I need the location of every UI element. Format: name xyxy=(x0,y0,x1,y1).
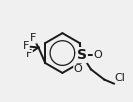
Text: F: F xyxy=(23,41,29,51)
Text: Cl: Cl xyxy=(114,73,125,83)
Text: O: O xyxy=(74,64,83,74)
Text: S: S xyxy=(77,48,87,62)
Text: O: O xyxy=(93,50,102,60)
Text: F: F xyxy=(26,49,32,59)
Text: F: F xyxy=(30,33,37,43)
